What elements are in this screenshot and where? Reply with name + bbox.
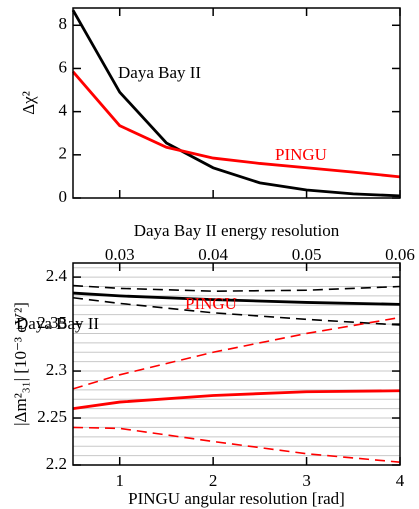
y-tick-label: 2 <box>59 144 68 163</box>
plot-frame <box>72 7 401 199</box>
y-tick-label: 8 <box>59 14 68 33</box>
y-tick-label: 6 <box>59 57 68 76</box>
x-axis-label: Daya Bay II energy resolution <box>134 221 340 240</box>
series-line <box>72 389 401 411</box>
series-label: PINGU <box>185 294 237 313</box>
y-tick-label: 2.3 <box>46 360 67 379</box>
y-axis-label: |Δm²₃₁| [10⁻³ eV²] <box>11 302 30 426</box>
plot-frame <box>72 262 401 466</box>
y-tick-label: 0 <box>59 187 68 206</box>
x-tick-label: 4 <box>396 471 405 490</box>
y-tick-label: 2.2 <box>46 454 67 473</box>
series-line <box>72 296 401 326</box>
series-label: Daya Bay II <box>118 63 201 82</box>
series-line <box>72 316 401 390</box>
series-label: Daya Bay II <box>16 314 99 333</box>
x-tick-label: 1 <box>115 471 124 490</box>
x-tick-label: 3 <box>302 471 311 490</box>
x-tick-label: 0.06 <box>385 245 415 264</box>
series-line <box>72 284 401 292</box>
y-axis-label: Δχ² <box>19 91 38 115</box>
y-tick-label: 2.4 <box>46 266 68 285</box>
series-line <box>71 70 401 179</box>
y-tick-label: 4 <box>59 101 68 120</box>
x-tick-label: 0.04 <box>198 245 228 264</box>
series-line <box>72 291 401 306</box>
x-tick-label: 0.03 <box>105 245 135 264</box>
y-tick-label: 2.25 <box>37 407 67 426</box>
x-axis-label: PINGU angular resolution [rad] <box>128 489 345 508</box>
x-tick-label: 2 <box>209 471 218 490</box>
series-line <box>72 426 401 463</box>
series-label: PINGU <box>275 145 327 164</box>
y-tick-label: 2.35 <box>37 313 67 332</box>
x-tick-label: 0.05 <box>292 245 322 264</box>
series-line <box>71 9 401 198</box>
